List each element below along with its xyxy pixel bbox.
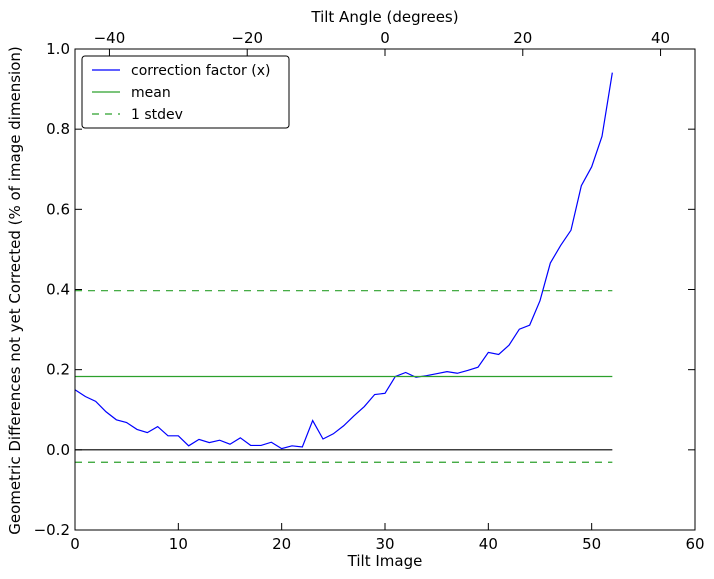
legend-label: 1 stdev: [131, 107, 183, 123]
y-tick-label: −0.2: [34, 521, 70, 539]
series-line-0: [74, 72, 613, 450]
x-tick-label: 0: [70, 535, 80, 553]
legend-label: correction factor (x): [131, 63, 270, 79]
axis-ticks: [74, 48, 696, 531]
y-tick-label: 0.8: [46, 120, 70, 138]
y-tick-label: 0.0: [46, 441, 70, 459]
x-tick-label: 60: [685, 535, 704, 553]
x-tick-label: 30: [375, 535, 394, 553]
top-x-tick-label: −40: [94, 29, 126, 47]
top-x-tick-label: 0: [380, 29, 390, 47]
x-tick-label: 40: [479, 535, 498, 553]
top-x-axis-label: Tilt Angle (degrees): [310, 8, 458, 26]
top-x-tick-label: 40: [651, 29, 670, 47]
y-axis-label: Geometric Differences not yet Corrected …: [6, 46, 24, 535]
top-x-tick-label: −20: [231, 29, 263, 47]
legend: correction factor (x) mean 1 stdev: [81, 55, 290, 129]
y-tick-label: 1.0: [46, 40, 70, 58]
legend-box: [81, 55, 290, 129]
x-tick-label: 10: [169, 535, 188, 553]
x-axis-label: Tilt Image: [347, 552, 423, 570]
x-tick-label: 20: [272, 535, 291, 553]
plot-lines: [74, 72, 613, 463]
x-tick-label: 50: [582, 535, 601, 553]
axis-tick-labels: 0 10 20 30 40 50 60 −0.2 0.0 0.2 0.4 0.6 0.8 1.0 −40 −2…: [34, 29, 705, 553]
top-x-tick-label: 20: [513, 29, 532, 47]
y-tick-label: 0.6: [46, 200, 70, 218]
y-tick-label: 0.4: [46, 281, 70, 299]
y-tick-label: 0.2: [46, 361, 70, 379]
legend-label: mean: [131, 85, 171, 101]
